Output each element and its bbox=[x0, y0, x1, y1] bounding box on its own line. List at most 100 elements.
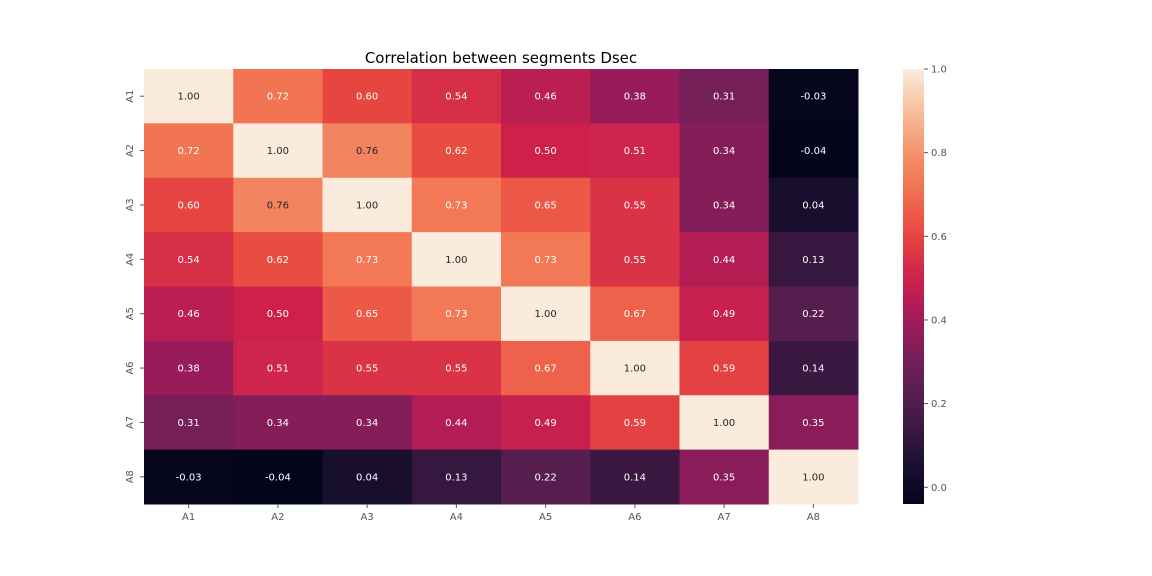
heatmap-cell bbox=[501, 123, 591, 179]
heatmap-cell bbox=[411, 123, 502, 179]
heatmap-cell bbox=[501, 232, 591, 287]
heatmap-cell bbox=[768, 449, 859, 505]
cell-value-label: 0.46 bbox=[534, 92, 556, 103]
heatmap-cell bbox=[501, 69, 591, 124]
cell-value-label: 0.54 bbox=[177, 255, 199, 266]
heatmap-cell bbox=[233, 69, 323, 124]
heatmap-cell bbox=[768, 177, 859, 233]
cell-value-label: 0.13 bbox=[802, 255, 824, 266]
cell-value-label: 0.73 bbox=[445, 200, 467, 211]
heatmap-cell bbox=[233, 395, 323, 451]
colorbar-tick-label: 0.6 bbox=[931, 232, 947, 243]
heatmap-cell bbox=[590, 286, 680, 342]
cell-value-label: 0.22 bbox=[534, 472, 556, 483]
heatmap-cell bbox=[768, 286, 859, 342]
heatmap-cell bbox=[322, 340, 413, 396]
cell-value-label: 0.65 bbox=[534, 200, 556, 211]
heatmap-cell bbox=[144, 340, 234, 396]
cell-value-label: 1.00 bbox=[177, 92, 199, 103]
cell-value-label: 0.34 bbox=[713, 200, 735, 211]
cell-value-label: 0.38 bbox=[177, 364, 199, 375]
heatmap-cell bbox=[768, 232, 859, 287]
colorbar-tick-label: 0.4 bbox=[931, 315, 947, 326]
heatmap-cell bbox=[322, 395, 413, 451]
cell-value-label: 0.38 bbox=[624, 92, 646, 103]
colorbar-ticks: 0.0 0.2 0.4 0.6 0.8 1.0 bbox=[924, 65, 947, 494]
x-tick-label: A3 bbox=[361, 512, 374, 523]
cell-value-label: 0.51 bbox=[624, 146, 646, 157]
heatmap-cell bbox=[501, 286, 591, 342]
heatmap-cell bbox=[411, 340, 502, 396]
y-tick-label: A5 bbox=[125, 307, 136, 320]
y-tick-label: A4 bbox=[125, 253, 136, 266]
heatmap-cell bbox=[233, 449, 323, 505]
cell-value-label: 1.00 bbox=[534, 309, 556, 320]
cell-value-label: 0.35 bbox=[802, 418, 824, 429]
heatmap-cell bbox=[590, 123, 680, 179]
chart-title: Correlation between segments Dsec bbox=[365, 49, 637, 67]
cell-value-label: 0.72 bbox=[267, 92, 289, 103]
heatmap-cell bbox=[411, 449, 502, 505]
heatmap-cell bbox=[322, 232, 413, 287]
cell-value-label: 0.22 bbox=[802, 309, 824, 320]
heatmap-cell bbox=[144, 449, 234, 505]
cell-value-label: 0.49 bbox=[534, 418, 556, 429]
colorbar-tick-label: 0.8 bbox=[931, 148, 947, 159]
heatmap-cell bbox=[144, 177, 234, 233]
heatmap-cell bbox=[679, 340, 770, 396]
cell-value-label: 0.14 bbox=[624, 472, 646, 483]
cell-value-label: 0.59 bbox=[713, 364, 735, 375]
heatmap-cell bbox=[322, 69, 413, 124]
heatmap-cell bbox=[322, 449, 413, 505]
heatmap-cell bbox=[144, 395, 234, 451]
heatmap-cell bbox=[411, 69, 502, 124]
cell-value-label: 0.54 bbox=[445, 92, 467, 103]
cell-value-label: 0.31 bbox=[713, 92, 735, 103]
heatmap-cell bbox=[411, 286, 502, 342]
cell-value-label: 0.60 bbox=[356, 92, 378, 103]
x-tick-label: A4 bbox=[450, 512, 463, 523]
cell-value-label: 1.00 bbox=[267, 146, 289, 157]
heatmap-cell bbox=[679, 395, 770, 451]
cell-value-label: 0.44 bbox=[713, 255, 735, 266]
cell-value-label: 0.62 bbox=[445, 146, 467, 157]
cell-value-label: 0.04 bbox=[356, 472, 378, 483]
cell-value-label: 0.04 bbox=[802, 200, 824, 211]
x-tick-label: A6 bbox=[628, 512, 641, 523]
cell-value-label: 0.46 bbox=[177, 309, 199, 320]
y-tick-label: A2 bbox=[125, 144, 136, 157]
heatmap-cell bbox=[233, 286, 323, 342]
cell-value-label: 0.60 bbox=[177, 200, 199, 211]
colorbar-tick-label: 0.2 bbox=[931, 399, 947, 410]
heatmap-cell bbox=[501, 177, 591, 233]
x-tick-label: A8 bbox=[807, 512, 820, 523]
heatmap-cell bbox=[233, 123, 323, 179]
cell-value-label: 1.00 bbox=[713, 418, 735, 429]
cell-value-label: 0.50 bbox=[534, 146, 556, 157]
cell-value-label: 0.62 bbox=[267, 255, 289, 266]
cell-value-label: 0.76 bbox=[356, 146, 378, 157]
heatmap-cell bbox=[501, 449, 591, 505]
heatmap-cell bbox=[590, 69, 680, 124]
cell-value-label: -0.03 bbox=[176, 472, 202, 483]
heatmap-cell bbox=[679, 286, 770, 342]
cell-value-label: 0.51 bbox=[267, 364, 289, 375]
cell-value-label: 0.13 bbox=[445, 472, 467, 483]
heatmap-cells: 1.00 0.72 0.60 0.54 0.46 0.38 0.31 -0.03 0.72 1.0… bbox=[144, 69, 859, 505]
heatmap-cell bbox=[322, 123, 413, 179]
heatmap-cell bbox=[144, 123, 234, 179]
heatmap-cell bbox=[411, 232, 502, 287]
heatmap-cell bbox=[322, 286, 413, 342]
cell-value-label: -0.03 bbox=[800, 92, 826, 103]
colorbar-tick-label: 1.0 bbox=[931, 65, 947, 76]
x-tick-label: A7 bbox=[718, 512, 731, 523]
cell-value-label: 0.55 bbox=[624, 255, 646, 266]
heatmap-cell bbox=[590, 449, 680, 505]
cell-value-label: 0.73 bbox=[445, 309, 467, 320]
y-tick-label: A3 bbox=[125, 198, 136, 211]
cell-value-label: 0.14 bbox=[802, 364, 824, 375]
cell-value-label: 0.67 bbox=[534, 364, 556, 375]
cell-value-label: 0.34 bbox=[713, 146, 735, 157]
y-axis-ticks: A1 A2 A3 A4 A5 A6 A7 A8 bbox=[125, 90, 144, 483]
